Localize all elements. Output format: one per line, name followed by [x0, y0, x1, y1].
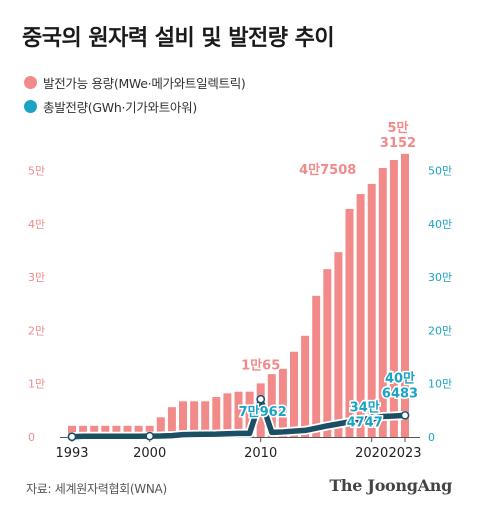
generation-point [145, 431, 155, 441]
generation-point [367, 414, 377, 424]
source-note: 자료: 세계원자력협회(WNA) [26, 482, 167, 496]
right-axis-tick-label: 30만 [428, 271, 452, 284]
right-axis-tick-label: 40만 [428, 218, 452, 231]
capacity-bar [234, 391, 243, 437]
x-axis-tick-label: 2020 [355, 446, 388, 461]
capacity-bar [68, 425, 76, 437]
left-axis-tick-label: 0 [28, 431, 35, 444]
capacity-bar [179, 401, 187, 437]
data-label-generation: 7만962 [239, 404, 287, 420]
capacity-bar [79, 425, 88, 437]
x-axis-tick-label: 2000 [133, 446, 166, 461]
capacity-bar [145, 425, 154, 437]
capacity-bar [201, 401, 210, 437]
capacity-bar [401, 153, 409, 438]
publisher-logo: The JoongAng [329, 476, 452, 495]
legend-item-generation: 총발전량(GWh·기가와트아워) [24, 97, 197, 116]
data-label-capacity: 5만 [387, 120, 408, 136]
data-label-generation: 4747 [347, 416, 383, 431]
x-axis-tick-label: 1993 [55, 446, 88, 461]
data-label-capacity: 4만7508 [299, 162, 356, 178]
capacity-bar [212, 397, 221, 437]
legend-swatch-capacity [24, 76, 37, 89]
data-label-capacity: 1만65 [241, 357, 280, 373]
capacity-bar [356, 194, 365, 437]
capacity-bar [245, 391, 254, 437]
capacity-bar [334, 252, 343, 437]
data-label-generation: 34만 [350, 400, 380, 416]
generation-line [69, 396, 408, 440]
data-label-capacity: 3152 [380, 136, 416, 151]
capacity-bar [123, 425, 132, 437]
capacity-bar [378, 167, 387, 438]
legend-swatch-generation [24, 100, 37, 113]
capacity-bar [345, 208, 354, 437]
chart-title: 중국의 원자력 설비 및 발전량 추이 [22, 26, 335, 51]
data-label-generation: 40만 [385, 370, 415, 386]
generation-point [256, 394, 266, 404]
right-axis-tick-label: 10만 [428, 378, 452, 391]
left-axis-tick-label: 5만 [28, 165, 45, 178]
capacity-bar [323, 269, 332, 437]
left-axis-tick-label: 2만 [28, 324, 45, 337]
capacity-bar [312, 295, 321, 437]
x-axis-tick-label: 2010 [244, 446, 277, 461]
capacity-bar [290, 351, 298, 437]
legend-item-capacity: 발전가능 용량(MWe·메가와트일렉트릭) [24, 73, 246, 92]
capacity-bar [101, 425, 110, 437]
legend-label-capacity: 발전가능 용량(MWe·메가와트일렉트릭) [43, 76, 246, 91]
capacity-bar [156, 417, 165, 437]
capacity-bar [367, 183, 376, 437]
right-axis-tick-label: 50만 [428, 165, 452, 178]
capacity-bar [167, 407, 176, 437]
legend-label-generation: 총발전량(GWh·기가와트아워) [43, 100, 197, 115]
capacity-bar [278, 368, 287, 437]
generation-point [400, 410, 410, 420]
left-axis-tick-label: 3만 [28, 271, 45, 284]
capacity-bar [90, 425, 99, 437]
x-axis-tick-label: 2023 [388, 446, 421, 461]
capacity-bar [134, 425, 143, 437]
capacity-bar [267, 374, 276, 437]
right-axis-tick-label: 0 [428, 431, 435, 444]
right-axis-tick-label: 20만 [428, 324, 452, 337]
capacity-bar [112, 425, 121, 437]
capacity-bar [389, 159, 398, 437]
capacity-bar [223, 393, 232, 437]
data-label-generation: 6483 [382, 386, 418, 401]
capacity-bar [190, 401, 199, 437]
left-axis-tick-label: 4만 [28, 218, 45, 231]
left-axis-tick-label: 1만 [28, 378, 45, 391]
generation-point [67, 432, 77, 442]
capacity-bar [301, 335, 310, 437]
